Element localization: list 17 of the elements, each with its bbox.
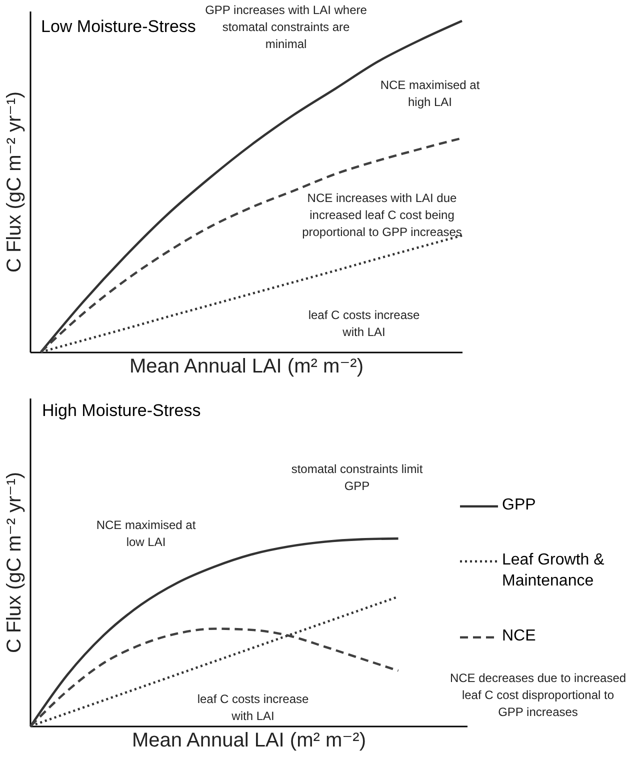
chart-title: Low Moisture-Stress	[41, 17, 196, 36]
annotation: NCE increases with LAI due increased leaf C cost being proportional to GPP increases	[302, 191, 462, 239]
x-axis-title: Mean Annual LAI (m² m⁻²)	[130, 356, 364, 378]
chart-title: High Moisture-Stress	[42, 401, 201, 420]
annotation: leaf C costs increase with LAI	[308, 308, 420, 339]
x-axis-title: Mean Annual LAI (m² m⁻²)	[132, 730, 366, 752]
annotation: leaf C costs increase with LAI	[197, 692, 310, 723]
annotation: GPP increases with LAI where stomatal constraints are minimal	[205, 3, 368, 51]
y-axis-title: C Flux (gC m⁻² yr⁻¹)	[4, 91, 26, 273]
legend-label: Leaf Growth & Maintenance	[502, 551, 605, 590]
annotation: NCE maximised at high LAI	[380, 78, 480, 109]
text: NCE decreases due to increased leaf C cost disproportional to GPP increases	[450, 671, 626, 719]
text: stomatal constraints limit GPP	[291, 462, 424, 493]
y-axis-title: C Flux (gC m⁻² yr⁻¹)	[4, 472, 26, 654]
legend-label: GPP	[502, 496, 536, 514]
annotation: NCE maximised at low LAI	[96, 518, 196, 549]
legend-label: NCE	[502, 627, 536, 644]
